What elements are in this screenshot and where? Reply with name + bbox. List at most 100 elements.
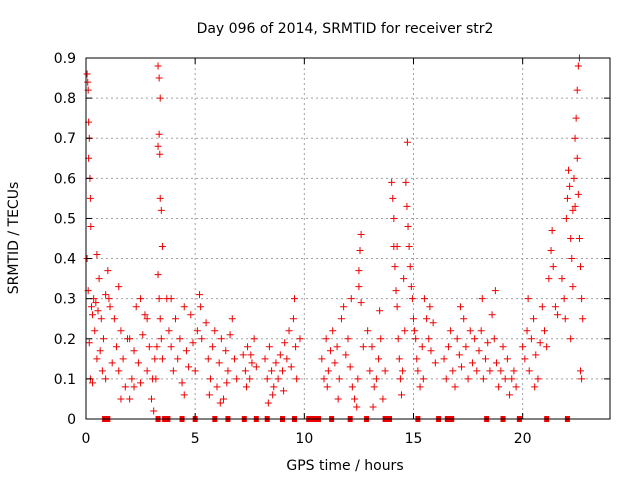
- data-point: [244, 343, 252, 351]
- data-point: [348, 383, 356, 391]
- y-tick-label: 0.8: [54, 91, 76, 107]
- data-point: [503, 355, 511, 363]
- data-point: [174, 355, 182, 363]
- data-point: [541, 327, 548, 335]
- data-point: [392, 287, 400, 295]
- data-point: [390, 214, 398, 222]
- data-point: [567, 235, 575, 242]
- data-point: [187, 311, 195, 319]
- data-point: [394, 335, 402, 343]
- data-point: [524, 295, 532, 303]
- data-point: [456, 303, 464, 311]
- x-tick-label: 15: [405, 431, 423, 447]
- data-point: [482, 355, 490, 363]
- data-point: [265, 343, 273, 351]
- data-point: [156, 315, 164, 323]
- data-point: [479, 375, 487, 383]
- data-point: [196, 291, 204, 299]
- data-point: [289, 315, 297, 323]
- data-point: [206, 375, 214, 383]
- data-point: [574, 62, 582, 70]
- data-point: [279, 367, 286, 375]
- data-point: [453, 335, 461, 343]
- data-point: [322, 335, 330, 343]
- data-point: [411, 327, 419, 335]
- data-point: [233, 375, 241, 383]
- data-point: [578, 375, 586, 383]
- data-point: [261, 355, 269, 363]
- data-point: [391, 263, 399, 271]
- data-point: [379, 395, 387, 403]
- chart-title: Day 096 of 2014, SRMTID for receiver str…: [197, 21, 494, 37]
- data-point: [155, 295, 163, 303]
- data-point: [246, 375, 254, 383]
- data-point: [565, 166, 573, 174]
- y-tick-label: 0.7: [54, 131, 76, 147]
- data-point: [419, 375, 427, 383]
- data-point: [477, 327, 485, 335]
- data-point: [464, 375, 472, 383]
- data-point: [579, 315, 587, 323]
- data-point: [334, 395, 342, 403]
- data-point: [488, 311, 496, 319]
- data-point: [567, 335, 575, 343]
- data-point: [113, 343, 121, 351]
- data-point: [572, 114, 580, 122]
- data-point: [561, 315, 569, 323]
- data-point: [93, 251, 101, 259]
- data-point: [91, 327, 99, 335]
- data-point: [549, 263, 557, 271]
- data-point: [335, 375, 343, 383]
- data-point: [573, 154, 581, 162]
- data-point: [577, 367, 585, 375]
- data-point: [95, 275, 103, 283]
- data-point: [274, 375, 282, 383]
- data-point: [573, 86, 581, 94]
- data-point: [87, 303, 95, 311]
- data-point: [132, 303, 140, 311]
- data-point: [455, 351, 463, 359]
- data-point: [323, 383, 331, 391]
- data-point: [396, 375, 404, 383]
- y-tick-label: 0.1: [54, 372, 76, 388]
- data-point: [320, 375, 328, 383]
- data-point: [134, 359, 142, 367]
- data-point: [128, 375, 136, 383]
- data-point: [468, 359, 476, 367]
- data-point: [508, 375, 516, 383]
- data-point: [571, 134, 579, 142]
- data-point: [154, 62, 162, 70]
- data-point: [337, 315, 345, 323]
- data-point: [102, 291, 110, 299]
- data-point: [389, 194, 397, 202]
- data-point: [356, 247, 364, 255]
- data-point: [425, 335, 433, 343]
- data-point: [570, 174, 578, 182]
- data-point: [141, 311, 149, 319]
- data-point: [247, 351, 255, 359]
- data-point: [137, 295, 145, 303]
- plot-frame: [85, 57, 611, 420]
- data-point: [403, 138, 411, 146]
- data-point: [393, 303, 401, 311]
- data-point: [532, 351, 540, 359]
- data-point: [357, 230, 365, 238]
- data-point: [205, 391, 213, 399]
- data-point: [548, 226, 556, 234]
- y-axis-label: SRMTID / TECUs: [6, 182, 22, 295]
- data-point: [554, 311, 562, 319]
- data-point: [449, 367, 457, 375]
- data-point: [148, 395, 155, 403]
- data-point: [404, 222, 412, 230]
- data-point: [93, 355, 101, 363]
- data-point: [158, 243, 166, 251]
- data-point: [167, 295, 175, 303]
- data-point: [399, 367, 407, 375]
- data-point: [96, 347, 104, 355]
- data-point: [395, 355, 403, 363]
- data-point: [355, 283, 363, 291]
- data-point: [98, 367, 106, 375]
- data-point: [510, 367, 518, 375]
- data-point: [351, 395, 359, 403]
